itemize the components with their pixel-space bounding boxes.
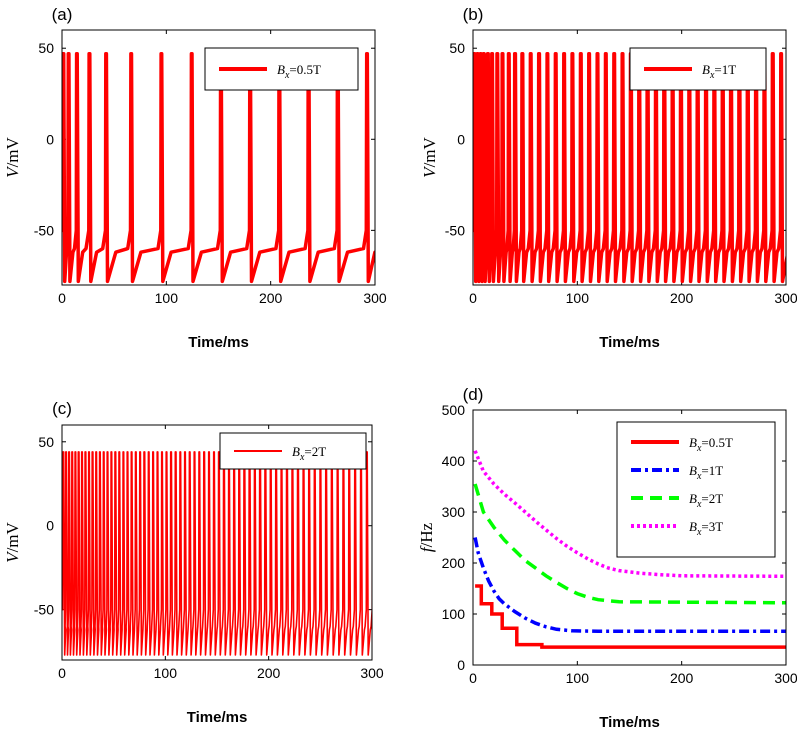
axes-box xyxy=(61,29,376,286)
x-tick-label: 200 xyxy=(257,665,281,681)
voltage-trace xyxy=(62,51,375,284)
y-tick-label: 50 xyxy=(449,40,465,56)
y-tick-label: -50 xyxy=(34,222,54,238)
x-axis-title: Time/ms xyxy=(187,709,248,726)
x-tick-label: 300 xyxy=(774,290,797,306)
legend: Bx=2T xyxy=(219,432,367,470)
x-axis-title: Time/ms xyxy=(188,334,249,351)
y-tick-label: 50 xyxy=(38,40,54,56)
panel-c: (c) 0 100 200 300 -50 0 50 Time/ms V/mV Bx=2T xyxy=(3,399,384,726)
y-tick-label: 200 xyxy=(442,555,466,571)
x-axis-title: Time/ms xyxy=(599,334,660,351)
y-tick-label: 0 xyxy=(457,131,465,147)
plot-area xyxy=(473,51,786,284)
legend-label: Bx=1T xyxy=(702,62,736,81)
x-tick-label: 300 xyxy=(360,665,384,681)
x-tick-label: 200 xyxy=(670,670,694,686)
y-axis-title: f/Hz xyxy=(417,522,436,552)
y-axis-title: V/mV xyxy=(3,521,22,562)
voltage-trace xyxy=(62,451,372,656)
x-tick-label: 0 xyxy=(469,290,477,306)
panel-label: (d) xyxy=(463,385,484,404)
y-tick-label: 400 xyxy=(442,453,466,469)
panel-label: (b) xyxy=(463,5,484,24)
x-tick-label: 100 xyxy=(566,670,590,686)
legend: Bx=1T xyxy=(629,47,767,91)
frequency-series-1 xyxy=(475,584,786,649)
frequency-series-3 xyxy=(473,483,786,605)
x-tick-label: 300 xyxy=(363,290,387,306)
y-tick-label: 0 xyxy=(457,657,465,673)
axes-box xyxy=(472,409,787,666)
plot-area xyxy=(62,451,372,656)
y-axis-title: V/mV xyxy=(3,136,22,177)
y-tick-label: 500 xyxy=(442,402,466,418)
voltage-trace xyxy=(473,51,786,284)
panel-b: (b) 0 100 200 300 -50 0 50 Time/ms V/mV Bx=1T xyxy=(420,5,797,351)
panel-label: (a) xyxy=(52,5,73,24)
x-tick-label: 100 xyxy=(155,290,179,306)
legend-label: Bx=0.5T xyxy=(689,435,733,454)
y-tick-label: 0 xyxy=(46,518,54,534)
legend-box xyxy=(616,421,776,558)
axes-box xyxy=(472,29,787,286)
legend-label: Bx=0.5T xyxy=(277,62,321,81)
x-tick-label: 300 xyxy=(774,670,797,686)
legend-label: Bx=1T xyxy=(689,463,723,482)
y-tick-label: 50 xyxy=(38,434,54,450)
frequency-series-2 xyxy=(473,537,786,634)
legend: Bx=0.5T xyxy=(204,47,359,91)
y-tick-label: 100 xyxy=(442,606,466,622)
y-tick-label: 300 xyxy=(442,504,466,520)
y-tick-label: -50 xyxy=(445,222,465,238)
y-tick-label: -50 xyxy=(34,602,54,618)
x-tick-label: 0 xyxy=(58,290,66,306)
x-tick-label: 0 xyxy=(58,665,66,681)
x-tick-label: 100 xyxy=(154,665,178,681)
x-tick-label: 200 xyxy=(259,290,283,306)
x-tick-label: 200 xyxy=(670,290,694,306)
x-axis-title: Time/ms xyxy=(599,714,660,731)
plot-area xyxy=(62,51,375,284)
y-axis-title: V/mV xyxy=(420,136,439,177)
panel-label: (c) xyxy=(52,399,72,418)
frequency-series-4 xyxy=(473,450,786,579)
plot-area xyxy=(473,450,786,649)
legend-label: Bx=2T xyxy=(689,491,723,510)
legend-label: Bx=2T xyxy=(292,444,326,463)
legend-label: Bx=3T xyxy=(689,519,723,538)
panel-a: (a) 0 100 200 300 -50 0 50 Time/ms V/mV Bx=0.5T xyxy=(3,5,387,351)
x-tick-label: 100 xyxy=(566,290,590,306)
legend: Bx=0.5T Bx=1T Bx=2T Bx=3T xyxy=(616,421,776,558)
x-tick-label: 0 xyxy=(469,670,477,686)
axes-box xyxy=(61,424,373,661)
panel-d: (d) 0 100 200 300 0 100 200 300 400 500 Time/ms f/Hz… xyxy=(417,385,797,731)
y-tick-label: 0 xyxy=(46,131,54,147)
